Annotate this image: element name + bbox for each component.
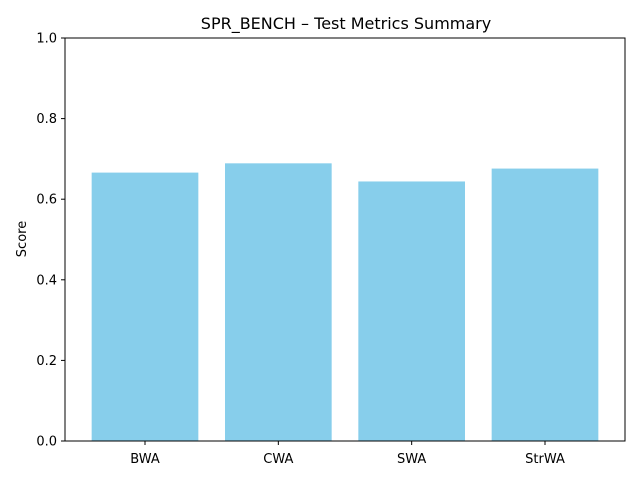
bar-group [91,163,599,442]
y-tick-label: 1.0 [36,32,57,47]
y-tick-label: 0.6 [36,193,57,208]
x-tick-label: CWA [263,452,293,467]
bar-strwa [491,168,599,441]
x-tick-label: SWA [397,452,426,467]
y-tick-label: 0.8 [36,112,57,127]
x-tick-label: StrWA [525,452,565,467]
x-axis-ticks: BWA CWA SWA StrWA [130,441,565,467]
y-tick-label: 0.0 [36,435,57,450]
x-tick-label: BWA [130,452,160,467]
bar-swa [358,181,465,441]
y-tick-label: 0.4 [36,273,57,288]
y-axis-ticks: 0.0 0.2 0.4 0.6 0.8 1.0 [36,32,65,450]
bar-bwa [91,172,199,442]
y-axis-label: Score [15,221,30,257]
y-tick-label: 0.2 [36,354,57,369]
bar-cwa [225,163,332,441]
plot-frame [64,37,626,442]
chart-title: SPR_BENCH – Test Metrics Summary [201,14,491,34]
